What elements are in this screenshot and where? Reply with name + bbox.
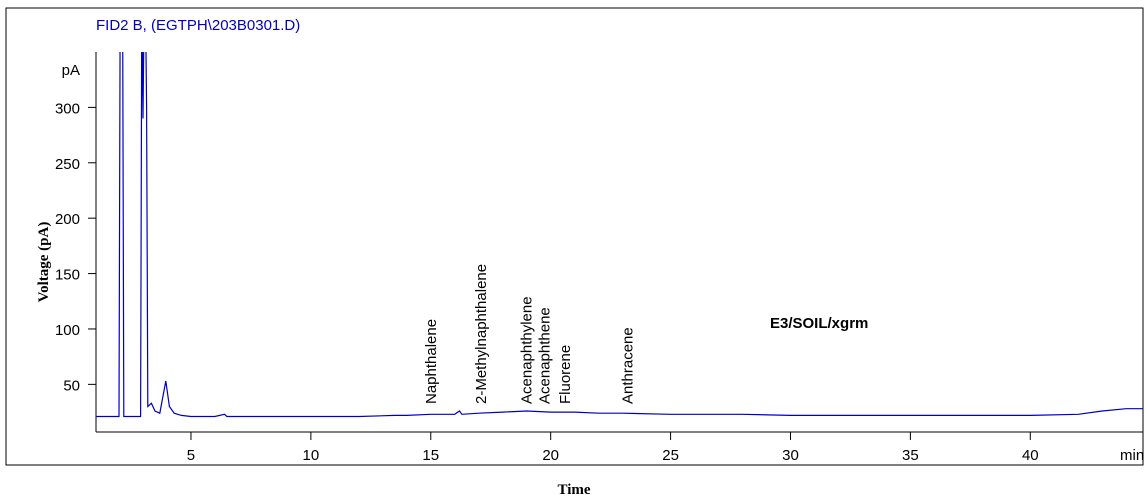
x-tick-label: 5 bbox=[187, 447, 195, 464]
peak-label: Naphthalene bbox=[423, 319, 440, 404]
y-tick-label: 50 bbox=[63, 377, 80, 394]
x-tick-label: 25 bbox=[662, 447, 679, 464]
peak-label: Acenaphthene bbox=[537, 307, 554, 404]
peak-label: 2-Methylnaphthalene bbox=[473, 264, 490, 404]
y-tick-label: 300 bbox=[55, 100, 80, 117]
y-axis-title: Voltage (pA) bbox=[36, 222, 52, 303]
signal-line bbox=[96, 52, 1143, 418]
y-tick-label: 250 bbox=[55, 156, 80, 173]
x-tick-label: 40 bbox=[1022, 447, 1039, 464]
y-tick-label: 100 bbox=[55, 322, 80, 339]
y-tick-label: 150 bbox=[55, 267, 80, 284]
sample-note: E3/SOIL/xgrm bbox=[770, 315, 868, 332]
peak-label: Acenaphthylene bbox=[519, 296, 536, 404]
y-unit: pA bbox=[62, 62, 80, 79]
x-tick-label: 20 bbox=[542, 447, 559, 464]
x-tick-label: 10 bbox=[303, 447, 320, 464]
x-unit: min bbox=[1120, 447, 1144, 464]
frame bbox=[5, 7, 1144, 466]
chart-title: FID2 B, (EGTPH\203B0301.D) bbox=[96, 17, 300, 34]
x-axis-title: Time bbox=[557, 482, 590, 498]
y-tick-label: 200 bbox=[55, 211, 80, 228]
peak-label: Fluorene bbox=[557, 345, 574, 404]
x-tick-label: 35 bbox=[902, 447, 919, 464]
x-tick-label: 30 bbox=[782, 447, 799, 464]
peak-label: Anthracene bbox=[619, 327, 636, 404]
x-tick-label: 15 bbox=[422, 447, 439, 464]
